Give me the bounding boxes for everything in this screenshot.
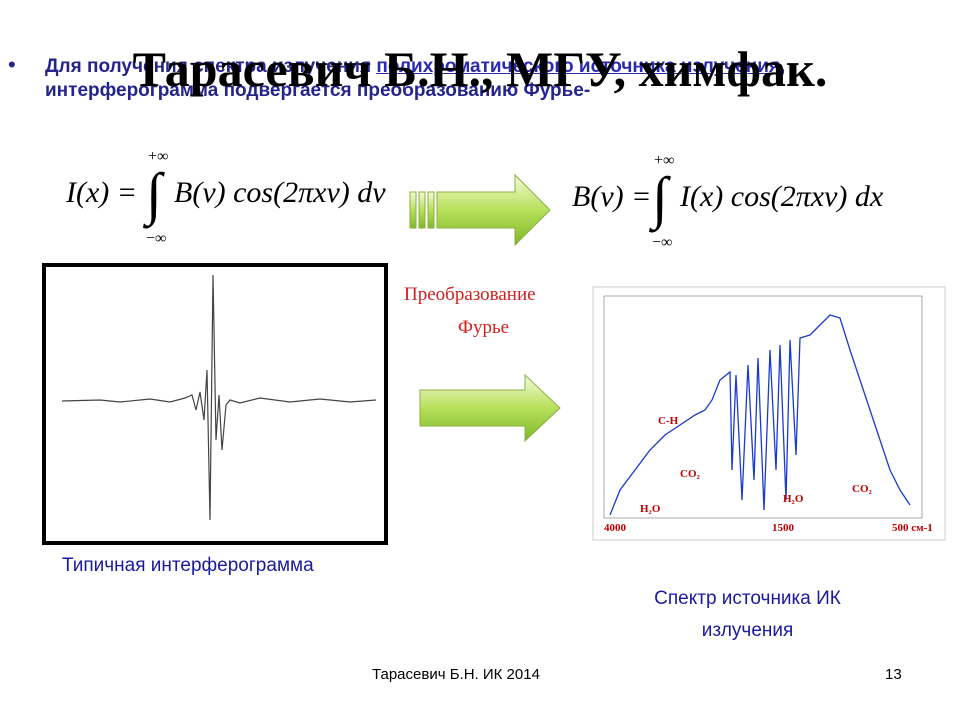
interferogram-caption: Типичная интерферограмма — [62, 555, 314, 576]
upper-limit: +∞ — [654, 152, 675, 169]
lower-limit: −∞ — [146, 230, 167, 247]
transform-label: Преобразование — [404, 284, 536, 305]
spectrum-label: CO₂ — [680, 468, 701, 480]
spectrum-caption: излучения — [701, 620, 794, 641]
page-number: 13 — [885, 666, 902, 683]
spectrum-label: 4000 — [604, 522, 627, 534]
interferogram-curve — [61, 274, 377, 521]
spectrum-label: 500 см-1 — [892, 522, 933, 534]
arrow — [419, 373, 561, 443]
spectrum-curve — [609, 314, 911, 516]
spectrum-frame — [592, 286, 946, 541]
lower-limit: −∞ — [652, 234, 673, 251]
link[interactable]: полихроматического источника излучения — [376, 56, 780, 77]
arrow — [409, 173, 551, 247]
text: , интерферограмма подвергается преобразо… — [45, 56, 786, 101]
integral: ∫ — [146, 161, 162, 226]
spectrum-label: 1500 — [772, 522, 795, 534]
formula: I(x) = — [66, 176, 138, 209]
formula: B(ν) = — [572, 180, 652, 213]
spectrum-plot — [603, 295, 923, 519]
spectrum-label: H₂O — [640, 503, 661, 515]
formula: I(x) cos(2πxν) dx — [680, 180, 884, 213]
bullet-marker: • — [8, 52, 16, 77]
upper-limit: +∞ — [148, 148, 169, 165]
spectrum-label: H₂O — [783, 493, 804, 505]
transform-label: Фурье — [458, 317, 510, 338]
text: Для получения спектра излучения — [45, 56, 377, 77]
spectrum-caption: Спектр источника ИК — [654, 588, 841, 609]
bullet-text: Для получения спектра излучения полихром… — [45, 55, 905, 103]
spectrum-label: CO₂ — [852, 483, 873, 495]
integral: ∫ — [652, 165, 668, 230]
formula: B(ν) cos(2πxν) dν — [174, 176, 386, 209]
slide-title: Тарасевич Б.Н., МГУ, химфак. — [132, 41, 828, 97]
footer-author: Тарасевич Б.Н. ИК 2014 — [372, 666, 540, 683]
spectrum-label: C-H — [658, 415, 679, 427]
